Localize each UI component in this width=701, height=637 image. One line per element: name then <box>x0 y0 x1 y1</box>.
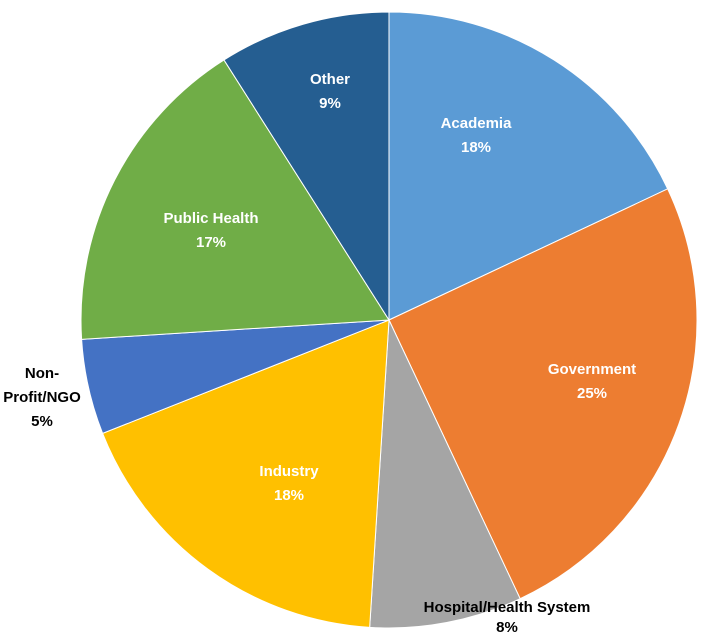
slice-label: Public Health 17% <box>163 207 258 255</box>
value-label: 17% <box>195 234 227 251</box>
pie-slice <box>388 188 698 600</box>
slice-label: Academia 18% <box>441 112 512 160</box>
value-label: 18% <box>460 139 492 156</box>
pie-slice <box>388 11 669 321</box>
category-label: Industry <box>259 463 319 480</box>
pie-slice <box>80 59 390 340</box>
slice-label: Non-Profit/NGO 5% <box>0 362 84 434</box>
value-label: 8% <box>496 619 518 636</box>
category-label: Other <box>309 71 351 88</box>
pie-slice <box>101 319 390 628</box>
category-label: Academia <box>440 115 512 132</box>
pie-slice <box>369 319 521 629</box>
slice-label: Industry 18% <box>259 460 318 508</box>
value-label: 25% <box>576 385 608 402</box>
value-label: 18% <box>273 487 305 504</box>
category-label: Government <box>547 361 637 378</box>
slice-label: Other 9% <box>310 68 350 116</box>
slice-label: Hospital/Health System 8% <box>424 598 591 637</box>
value-label: 5% <box>31 413 53 430</box>
slice-label: Government 25% <box>548 358 636 406</box>
category-label: Public Health <box>163 210 259 227</box>
value-label: 9% <box>319 95 341 112</box>
category-label: Hospital/Health System <box>423 599 591 616</box>
category-label: Non-Profit/NGO <box>3 365 81 406</box>
pie-slice <box>223 11 390 322</box>
